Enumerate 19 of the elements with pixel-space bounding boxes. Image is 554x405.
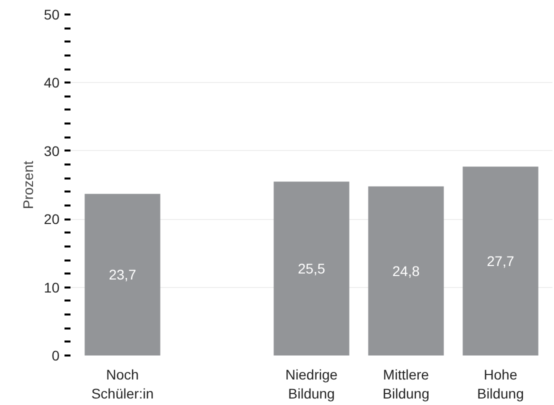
- y-tick-label: 10: [44, 279, 60, 296]
- y-axis-title: Prozent: [20, 160, 36, 210]
- bar: [274, 182, 350, 356]
- data-label: 25,5: [298, 260, 326, 277]
- y-tick-label: 40: [44, 74, 60, 91]
- x-tick-label: Mittlere Bildung: [382, 366, 430, 402]
- bar: [368, 186, 444, 356]
- x-tick-label: Hohe Bildung: [477, 366, 524, 402]
- bar: [84, 194, 160, 356]
- data-label: 23,7: [108, 266, 136, 283]
- bar: [462, 166, 538, 356]
- x-tick-label: Niedrige Bildung: [285, 366, 338, 402]
- y-tick-label: 50: [44, 6, 60, 22]
- x-tick-label: Noch Schüler:in: [91, 366, 154, 402]
- data-label: 27,7: [486, 253, 514, 270]
- data-label: 24,8: [392, 262, 420, 279]
- y-tick-label: 30: [44, 142, 60, 159]
- y-tick-label: 0: [52, 348, 60, 364]
- y-tick-label: 20: [44, 211, 60, 228]
